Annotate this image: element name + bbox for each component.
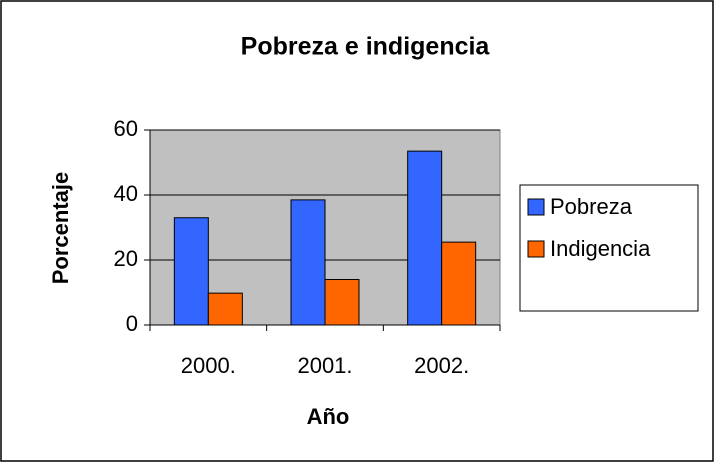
x-tick-label: 2001. — [297, 353, 352, 378]
bar — [407, 150, 443, 326]
bar — [324, 279, 360, 326]
bar — [207, 292, 243, 326]
bar — [173, 217, 209, 326]
legend-swatch — [527, 240, 545, 258]
y-axis-label: Porcentaje — [48, 172, 73, 285]
y-tick-label: 40 — [114, 181, 138, 206]
y-tick-label: 20 — [114, 246, 138, 271]
x-tick-label: 2000. — [181, 353, 236, 378]
y-tick-label: 0 — [126, 311, 138, 336]
x-tick-label: 2002. — [414, 353, 469, 378]
legend-label: Pobreza — [550, 194, 633, 219]
chart-title: Pobreza e indigencia — [241, 33, 491, 61]
x-axis-label: Año — [307, 404, 350, 429]
bar — [441, 241, 477, 326]
legend-label: Indigencia — [550, 236, 651, 261]
legend-swatch — [527, 198, 545, 216]
legend-box — [519, 184, 699, 312]
y-tick-label: 60 — [114, 116, 138, 141]
bar — [290, 199, 326, 326]
